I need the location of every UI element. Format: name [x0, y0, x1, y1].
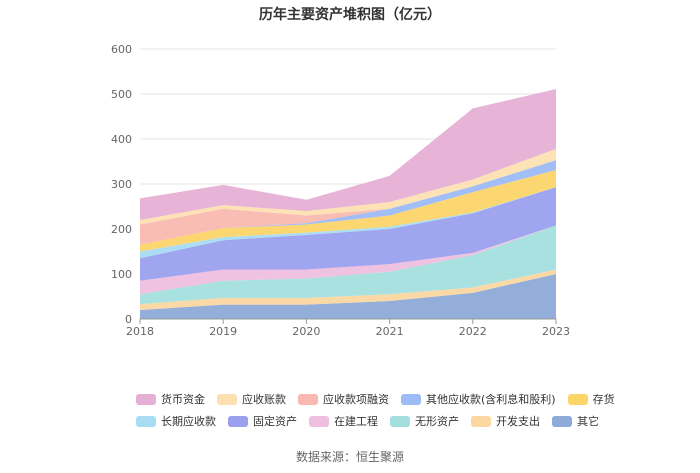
legend: 货币资金 应收账款 应收款项融资 其他应收款(含利息和股利) 存货 长期应收款 固定资产 在…: [136, 388, 615, 432]
legend-label: 应收款项融资: [323, 393, 389, 406]
area-series-无形资产[interactable]: [140, 225, 556, 305]
legend-swatch: [567, 393, 588, 405]
legend-swatch: [471, 415, 491, 427]
legend-item[interactable]: 开发支出: [471, 413, 540, 429]
legend-swatch: [136, 415, 156, 427]
area-series-在建工程[interactable]: [140, 225, 556, 295]
legend-label: 其它: [577, 415, 599, 428]
legend-item[interactable]: 存货: [567, 391, 615, 407]
legend-item[interactable]: 在建工程: [309, 413, 378, 429]
legend-label: 长期应收款: [161, 415, 216, 428]
legend-item[interactable]: 货币资金: [136, 391, 205, 407]
stacked-area-chart: 2018 2019 2020 2021 2022 2023 0 100 200 300 400 500…: [111, 43, 570, 338]
legend-swatch: [217, 393, 237, 405]
area-series-应收账款[interactable]: [140, 148, 556, 225]
legend-label: 开发支出: [496, 415, 540, 428]
x-tick-label: 2023: [542, 325, 570, 338]
area-series-group: [140, 89, 556, 319]
legend-swatch: [309, 415, 329, 427]
y-tick-label: 300: [111, 178, 132, 191]
x-tick-label: 2020: [292, 325, 320, 338]
legend-item[interactable]: 固定资产: [228, 413, 297, 429]
legend-swatch: [552, 415, 572, 427]
legend-swatch: [390, 415, 410, 427]
legend-label: 其他应收款(含利息和股利): [426, 393, 556, 406]
legend-label: 固定资产: [253, 415, 297, 428]
legend-label: 应收账款: [242, 393, 286, 406]
legend-item[interactable]: 其他应收款(含利息和股利): [401, 391, 556, 407]
legend-label: 存货: [592, 393, 615, 406]
legend-item[interactable]: 其它: [552, 413, 599, 429]
y-tick-label: 200: [111, 223, 132, 236]
legend-item[interactable]: 应收款项融资: [298, 391, 389, 407]
legend-item[interactable]: 应收账款: [217, 391, 286, 407]
area-series-存货[interactable]: [140, 170, 556, 252]
legend-swatch: [228, 415, 248, 427]
legend-swatch: [136, 393, 156, 405]
y-tick-label: 100: [111, 268, 132, 281]
y-tick-label: 400: [111, 133, 132, 146]
area-series-货币资金[interactable]: [140, 89, 556, 220]
legend-row: 长期应收款 固定资产 在建工程 无形资产 开发支出 其它: [136, 410, 606, 432]
x-tick-label: 2018: [126, 325, 154, 338]
legend-swatch: [401, 393, 421, 405]
source-note: 数据来源：恒生聚源: [295, 450, 404, 464]
area-series-固定资产[interactable]: [140, 187, 556, 281]
legend-swatch: [298, 393, 318, 405]
y-tick-label: 500: [111, 88, 132, 101]
chart-title: 历年主要资产堆积图（亿元）: [259, 7, 441, 23]
legend-label: 无形资产: [415, 415, 459, 428]
y-tick-label: 600: [111, 43, 132, 56]
area-series-其它[interactable]: [140, 274, 556, 319]
legend-label: 在建工程: [334, 415, 378, 428]
area-series-应收款项融资[interactable]: [140, 160, 556, 245]
x-tick-label: 2021: [376, 325, 404, 338]
x-tick-label: 2019: [209, 325, 237, 338]
axes: 2018 2019 2020 2021 2022 2023 0 100 200 300 400 500…: [111, 43, 570, 338]
legend-row: 货币资金 应收账款 应收款项融资 其他应收款(含利息和股利) 存货: [136, 388, 615, 410]
y-tick-label: 0: [125, 313, 132, 326]
legend-item[interactable]: 长期应收款: [136, 413, 216, 429]
area-series-开发支出[interactable]: [140, 269, 556, 311]
legend-label: 货币资金: [161, 393, 205, 406]
x-tick-label: 2022: [459, 325, 487, 338]
legend-item[interactable]: 无形资产: [390, 413, 459, 429]
